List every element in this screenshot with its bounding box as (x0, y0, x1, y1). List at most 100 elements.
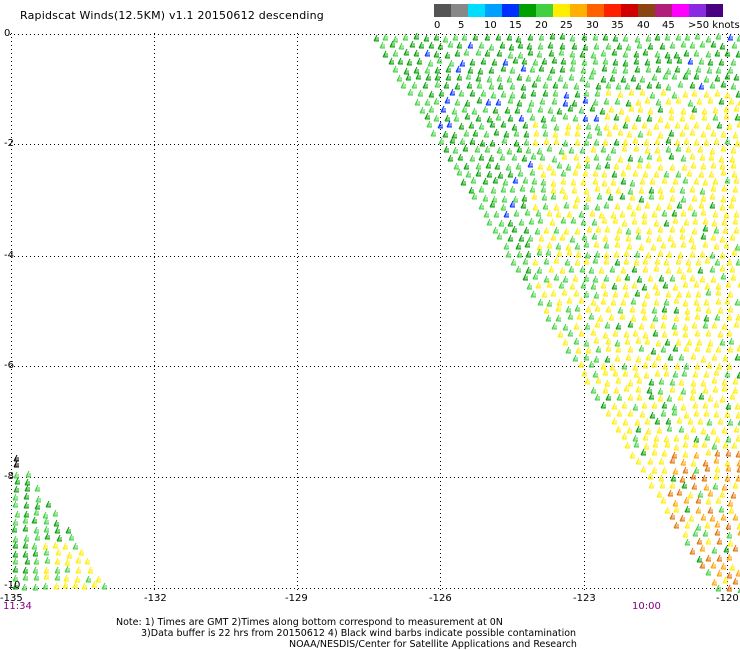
wind-barb (505, 163, 511, 171)
wind-barb (630, 74, 636, 82)
wind-barb (629, 179, 635, 187)
wind-barb (422, 81, 428, 89)
wind-barb (717, 330, 723, 338)
wind-barb (657, 163, 663, 171)
wind-barb (416, 57, 422, 65)
wind-barb (729, 233, 735, 241)
wind-barb (665, 67, 671, 75)
wind-barb (613, 250, 619, 258)
wind-barb (558, 147, 564, 155)
wind-barb (538, 64, 544, 72)
wind-barb (584, 377, 590, 385)
wind-barb (609, 265, 615, 273)
wind-barb (610, 146, 616, 154)
wind-barb (507, 219, 513, 227)
wind-barb (647, 472, 653, 480)
wind-barb (507, 114, 513, 122)
wind-barb (669, 385, 675, 393)
wind-barb (695, 496, 701, 504)
wind-barb (453, 114, 459, 122)
wind-barb (621, 401, 627, 409)
wind-barb (552, 89, 558, 97)
wind-barb (669, 512, 675, 520)
wind-barb (675, 338, 681, 346)
wind-barb (678, 425, 684, 433)
legend-label: 25 (560, 20, 573, 31)
wind-barb (653, 434, 659, 442)
wind-barb (589, 104, 595, 112)
wind-barb (592, 177, 598, 185)
wind-barb (716, 121, 722, 129)
wind-barb (582, 114, 588, 122)
wind-barb (724, 459, 730, 467)
wind-barb (714, 449, 720, 457)
wind-barb (660, 241, 666, 249)
wind-barb (433, 97, 439, 105)
wind-barb (464, 99, 470, 107)
wind-barb (526, 105, 532, 113)
wind-barb (733, 73, 739, 81)
wind-barb (680, 387, 686, 395)
wind-barb (663, 435, 669, 443)
wind-barb (674, 65, 680, 73)
wind-barb (617, 155, 623, 163)
wind-barb (568, 146, 574, 154)
wind-barb (12, 565, 18, 573)
wind-barb (705, 35, 711, 43)
wind-barb (692, 401, 698, 409)
wind-barb (673, 521, 679, 529)
wind-barb (467, 41, 473, 49)
wind-barb (605, 337, 611, 345)
wind-barb (475, 162, 481, 170)
wind-barb (601, 179, 607, 187)
wind-barb (664, 440, 670, 448)
wind-barb (428, 90, 434, 98)
wind-barb (546, 299, 552, 307)
wind-barb (655, 98, 661, 106)
wind-barb (459, 137, 465, 145)
wind-barb (713, 410, 719, 418)
wind-barb (504, 106, 510, 114)
wind-barb (465, 170, 471, 178)
wind-barb (640, 465, 646, 473)
wind-barb (633, 57, 639, 65)
wind-barb (531, 192, 537, 200)
wind-barb (53, 582, 59, 590)
wind-barb (409, 40, 415, 48)
wind-barb (706, 418, 712, 426)
wind-barb (609, 363, 615, 371)
wind-barb (625, 227, 631, 235)
wind-barb (664, 33, 670, 41)
wind-barb (703, 75, 709, 83)
wind-map (10, 33, 740, 593)
legend-swatch-16 (706, 4, 723, 17)
wind-barb (723, 105, 729, 113)
wind-barb (536, 243, 542, 251)
wind-barb (726, 122, 732, 130)
wind-barb (543, 275, 549, 283)
wind-barb (668, 106, 674, 114)
wind-barb (538, 33, 544, 41)
wind-barb (541, 57, 547, 65)
wind-barb (691, 227, 697, 235)
wind-barb (728, 201, 734, 209)
wind-barb (627, 187, 633, 195)
wind-barb (451, 131, 457, 139)
wind-barb (657, 394, 663, 402)
wind-barb (714, 74, 720, 82)
wind-barb (610, 211, 616, 219)
wind-barb (566, 248, 572, 256)
wind-barb (44, 532, 50, 540)
wind-barb (540, 185, 546, 193)
wind-barb (664, 121, 670, 129)
wind-barb (715, 496, 721, 504)
wind-barb (656, 490, 662, 498)
wind-barb (546, 209, 552, 217)
wind-barb (698, 392, 704, 400)
wind-barb (642, 48, 648, 56)
wind-barb (630, 209, 636, 217)
wind-barb (698, 170, 704, 178)
wind-barb (631, 265, 637, 273)
wind-barb (500, 90, 506, 98)
wind-barb (578, 360, 584, 368)
